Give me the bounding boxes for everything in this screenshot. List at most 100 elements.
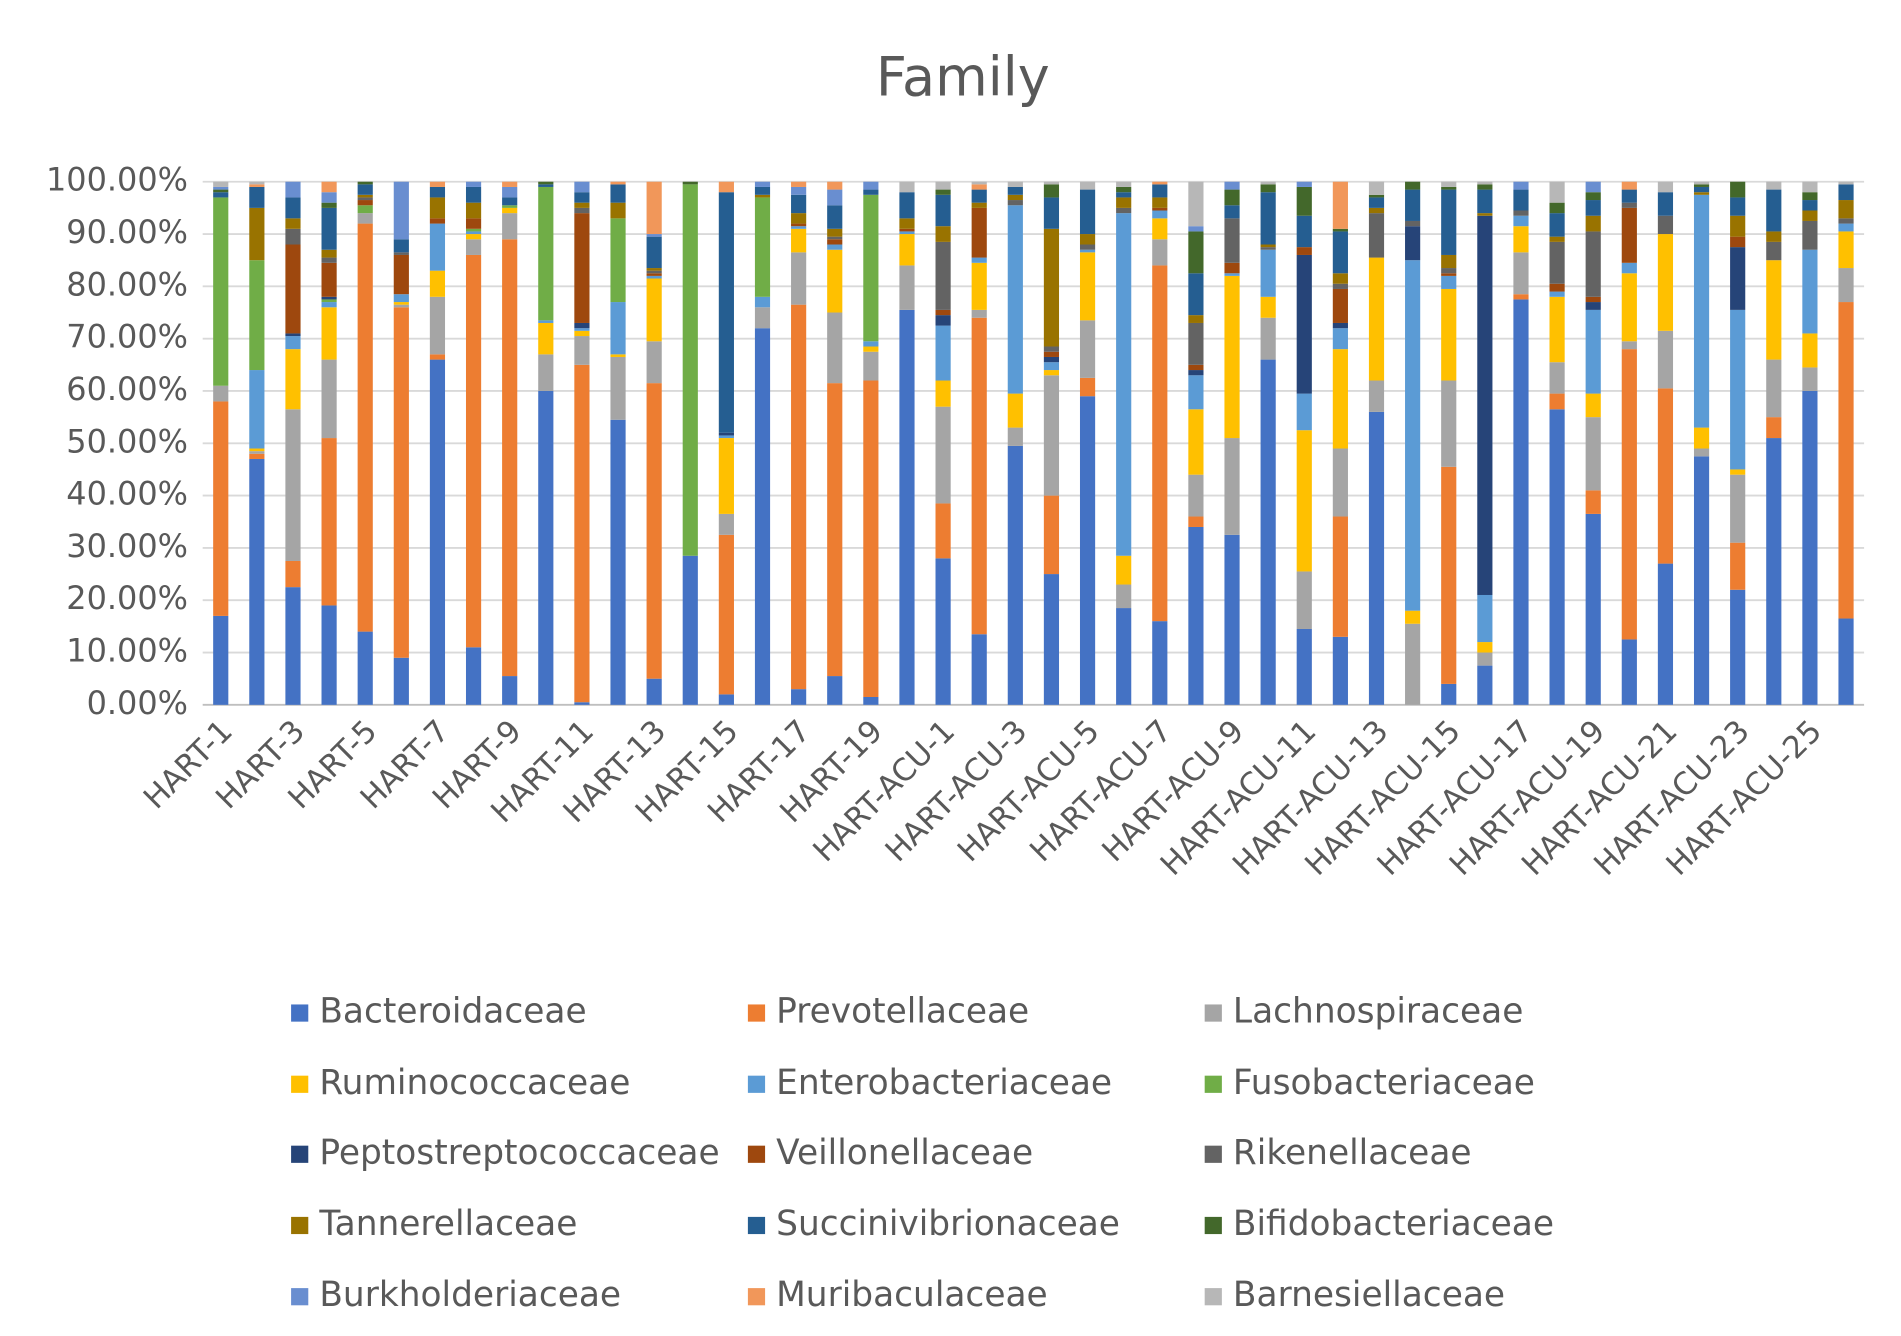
bar-segment	[1296, 247, 1312, 255]
bar-segment	[1657, 563, 1674, 705]
bar-segment	[213, 192, 229, 198]
bar-segment	[1513, 189, 1529, 211]
bar-segment	[249, 184, 265, 187]
bar-segment	[321, 262, 337, 297]
bar-segment	[321, 249, 337, 258]
bar-segment	[1116, 213, 1132, 556]
bar-segment	[1585, 309, 1601, 394]
bar-segment	[1116, 186, 1132, 193]
bar-segment	[1513, 215, 1529, 227]
bar-segment	[249, 448, 265, 452]
bar-segment	[285, 228, 301, 245]
bar-segment	[574, 364, 590, 703]
bar-segment	[1513, 252, 1529, 295]
bar-segment	[574, 328, 590, 331]
bar-segment	[249, 186, 265, 208]
bar-segment	[1079, 181, 1096, 190]
bar-segment	[1152, 197, 1168, 208]
bar-segment	[1224, 218, 1240, 263]
bar-segment	[1621, 273, 1637, 342]
bar-segment	[899, 218, 915, 229]
bar-segment	[646, 234, 662, 237]
bar-segment	[321, 299, 337, 303]
bar-segment	[1585, 231, 1601, 297]
bar-segment	[1007, 205, 1023, 394]
bar-segment	[827, 676, 843, 705]
bar-segment	[1549, 213, 1565, 237]
bar-segment	[1838, 268, 1854, 303]
bar-segment	[718, 513, 734, 535]
bar-segment	[646, 273, 662, 276]
bar-segment	[1332, 349, 1348, 449]
bar-segment	[393, 252, 409, 255]
bar-segment	[1838, 231, 1854, 269]
bar-segment	[502, 213, 518, 240]
legend-label: Tannerellaceae	[318, 1204, 577, 1244]
bar-segment	[899, 228, 915, 232]
bar-segment	[971, 189, 987, 203]
bar-segment	[1621, 341, 1637, 350]
bar-segment	[1802, 192, 1818, 201]
bar-segment	[357, 197, 373, 201]
legend-label: Peptostreptococcaceae	[319, 1133, 719, 1173]
bar-segment	[718, 694, 734, 705]
bar-segment	[1585, 513, 1601, 705]
bar-segment	[899, 234, 915, 266]
bar-segment	[791, 186, 807, 195]
bar-segment	[1549, 291, 1565, 297]
bar-segment	[682, 184, 698, 556]
bar-segment	[285, 244, 301, 334]
bar-segment	[827, 205, 843, 229]
y-tick-label: 100.00%	[46, 161, 188, 199]
bar-segment	[1296, 215, 1312, 248]
bar-segment	[393, 239, 409, 253]
bar-segment	[610, 354, 626, 357]
bar-segment	[1332, 283, 1348, 289]
bar-segment	[1152, 207, 1168, 211]
bar-segment	[1657, 330, 1674, 389]
bar-segment	[538, 186, 554, 321]
bar-segment	[357, 631, 373, 705]
bar-segment	[1043, 356, 1060, 363]
bar-segment	[357, 184, 373, 195]
y-tick-label: 20.00%	[66, 579, 188, 617]
bar-segment	[754, 307, 771, 329]
bar-segment	[1043, 184, 1060, 198]
bar-segment	[1802, 210, 1818, 221]
bar-segment	[1477, 642, 1493, 653]
bar-segment	[1043, 375, 1060, 496]
bar-segment	[1296, 430, 1312, 572]
bar-segment	[1188, 226, 1204, 232]
y-tick-label: 40.00%	[66, 475, 188, 513]
bar-segment	[791, 304, 807, 690]
bar-segment	[646, 181, 662, 235]
bar-segment	[1513, 299, 1529, 705]
bar-segment	[1657, 388, 1674, 564]
legend-label: Barnesiellaceae	[1233, 1275, 1505, 1315]
bar-segment	[646, 236, 662, 269]
legend-label: Muribaculaceae	[776, 1275, 1048, 1315]
bar-segment	[465, 186, 482, 203]
bar-segment	[1838, 181, 1854, 185]
bar-segment	[1043, 346, 1060, 352]
bar-segment	[357, 205, 373, 214]
bar-segment	[502, 186, 518, 198]
bar-segment	[1621, 262, 1637, 274]
bar-segment	[1296, 186, 1312, 216]
bar-segment	[1802, 390, 1818, 705]
bar-segment	[1224, 438, 1240, 535]
bar-segment	[863, 341, 879, 347]
y-tick-label: 80.00%	[66, 265, 188, 303]
bar-segment	[1368, 411, 1385, 705]
bar-segment	[863, 351, 879, 381]
bar-segment	[1585, 181, 1601, 193]
bar-segment	[1188, 181, 1204, 227]
bar-segment	[1116, 555, 1132, 585]
bar-segment	[1332, 516, 1348, 637]
bar-segment	[1441, 254, 1457, 269]
bar-segment	[1224, 534, 1240, 705]
bar-segment	[610, 202, 626, 219]
bar-segment	[1224, 205, 1240, 219]
bar-segment	[935, 315, 951, 326]
bar-segment	[1513, 181, 1529, 190]
